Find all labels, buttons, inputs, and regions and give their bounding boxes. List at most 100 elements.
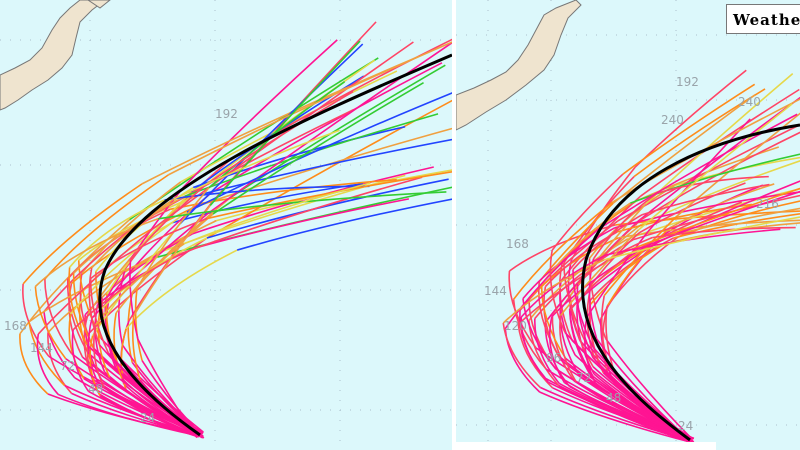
ensemble-member-track (677, 200, 800, 238)
ensemble-member-track (534, 239, 634, 320)
ensemble-member-track (37, 228, 153, 335)
hour-label: 72 (576, 371, 591, 385)
ensemble-member-track (68, 267, 88, 345)
ensemble-member-track (597, 113, 798, 230)
hour-label: 144 (30, 341, 53, 355)
ensemble-member-track (638, 182, 746, 234)
hour-label: 24 (678, 419, 693, 433)
ensemble-member-track (559, 229, 640, 316)
ensemble-member-track (647, 118, 751, 233)
left-forecast-map: 192 168 144 72 48 24 (0, 0, 452, 450)
hour-label: 240 (738, 95, 761, 109)
ensemble-member-track (652, 226, 796, 239)
ensemble-member-track (560, 195, 642, 282)
hour-label: 48 (606, 391, 621, 405)
ensemble-member-track (47, 252, 158, 334)
ensemble-member-track (209, 40, 361, 206)
ensemble-member-track (68, 313, 85, 379)
left-map-svg: 192 168 144 72 48 24 (0, 0, 452, 450)
ensemble-member-track (543, 286, 562, 361)
ensemble-member-track (540, 284, 567, 359)
ensemble-member-track (592, 192, 658, 260)
ensemble-member-track (157, 191, 447, 220)
hour-label: 240 (661, 113, 684, 127)
right-map-svg: 192 240 240 216 168 144 120 96 72 48 24 (456, 0, 800, 450)
ensemble-member-track (603, 215, 678, 297)
hour-label: 168 (506, 237, 529, 251)
ensemble-member-track (22, 183, 143, 285)
ensemble-member-track (559, 219, 642, 311)
ensemble-member-track (658, 180, 800, 243)
ensemble-member-track (547, 381, 691, 439)
ensemble-member-track (132, 204, 211, 317)
ensemble-member-track (502, 322, 541, 389)
ensemble-member-track (588, 258, 598, 340)
ensemble-member-track (617, 123, 800, 222)
ensemble-member-track (134, 288, 143, 361)
ensemble-member-track (198, 138, 452, 196)
ensemble-member-track (43, 220, 142, 313)
ensemble-member-track (125, 249, 238, 330)
ensemble-member-track (164, 185, 370, 201)
ensemble-member-track (19, 333, 49, 395)
ensemble-member-track (57, 393, 198, 437)
watermark-logo: Weathe (726, 4, 800, 34)
ensemble-member-track (173, 129, 340, 200)
ensemble-member-track (572, 214, 643, 271)
ensemble-member-track (512, 201, 614, 300)
ensemble-member-track (236, 198, 452, 251)
hour-label: 24 (140, 411, 155, 425)
ensemble-member-track (205, 90, 354, 186)
ensemble-member-track (603, 216, 800, 261)
ensemble-member-track (73, 195, 186, 274)
ensemble-member-track (520, 317, 549, 383)
ensemble-member-track (504, 228, 599, 330)
ensemble-member-track (206, 170, 452, 220)
ensemble-member-track (676, 112, 800, 217)
ensemble-member-track (586, 231, 649, 318)
ensemble-member-track (28, 321, 66, 386)
ensemble-member-track (583, 317, 596, 384)
ensemble-member-track (564, 332, 687, 441)
ensemble-member-track (118, 268, 127, 346)
ensemble-member-track (89, 278, 110, 354)
ensemble-member-track (569, 251, 634, 311)
ensemble-member-track (576, 283, 594, 359)
ensemble-member-track (212, 81, 424, 215)
ensemble-member-track (623, 187, 800, 254)
ensemble-member-track (129, 183, 207, 261)
ensemble-member-track (139, 379, 202, 433)
ensemble-member-track (70, 211, 188, 315)
ensemble-member-track (103, 387, 197, 437)
caption-strip (456, 442, 716, 450)
hour-label: 48 (88, 382, 103, 396)
ensemble-member-track (551, 314, 575, 382)
ensemble-member-track (43, 311, 76, 379)
ensemble-member-track (622, 83, 756, 175)
ensemble-member-track (71, 352, 204, 438)
ensemble-member-track (549, 249, 566, 333)
ensemble-member-track (605, 338, 694, 441)
ensemble-member-track (113, 312, 123, 379)
ensemble-member-track (87, 317, 99, 382)
ensemble-member-track (183, 39, 338, 188)
hour-label: 168 (4, 319, 27, 333)
ensemble-member-track (502, 259, 605, 324)
ensemble-member-track (517, 324, 554, 389)
ensemble-member-track (94, 243, 185, 326)
ensemble-member-track (205, 99, 452, 240)
ensemble-member-track (607, 227, 670, 306)
japan-landmass (456, 0, 582, 131)
ensemble-tracks (502, 69, 800, 443)
hour-label: 192 (215, 107, 238, 121)
ensemble-member-track (563, 262, 587, 343)
ensemble-member-track (183, 182, 371, 245)
hour-label: 192 (676, 75, 699, 89)
ensemble-mean-track (98, 53, 452, 437)
ensemble-member-track (168, 41, 452, 176)
ensemble-member-track (673, 212, 800, 239)
ensemble-member-track (519, 220, 619, 311)
grid (0, 0, 452, 450)
ensemble-member-track (65, 358, 201, 437)
ensemble-member-track (569, 203, 647, 296)
